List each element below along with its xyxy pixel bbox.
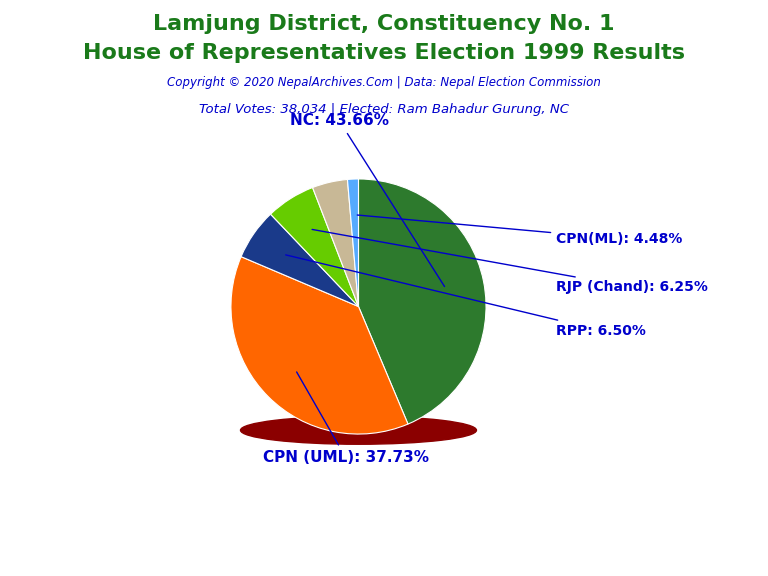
Text: CPN (UML): 37.73%: CPN (UML): 37.73%: [263, 372, 429, 465]
Ellipse shape: [240, 416, 476, 444]
Text: RJP (Chand): 6.25%: RJP (Chand): 6.25%: [312, 229, 708, 294]
Text: Copyright © 2020 NepalArchives.Com | Data: Nepal Election Commission: Copyright © 2020 NepalArchives.Com | Dat…: [167, 76, 601, 89]
Wedge shape: [231, 257, 408, 434]
Text: RPP: 6.50%: RPP: 6.50%: [286, 255, 646, 338]
Text: Lamjung District, Constituency No. 1: Lamjung District, Constituency No. 1: [154, 14, 614, 35]
Text: CPN(ML): 4.48%: CPN(ML): 4.48%: [357, 215, 683, 246]
Wedge shape: [313, 180, 359, 306]
Text: NC: 43.66%: NC: 43.66%: [290, 113, 445, 286]
Text: House of Representatives Election 1999 Results: House of Representatives Election 1999 R…: [83, 43, 685, 63]
Wedge shape: [359, 179, 486, 424]
Wedge shape: [241, 214, 359, 306]
Wedge shape: [347, 179, 359, 306]
Text: Total Votes: 38,034 | Elected: Ram Bahadur Gurung, NC: Total Votes: 38,034 | Elected: Ram Bahad…: [199, 103, 569, 116]
Wedge shape: [270, 188, 359, 306]
